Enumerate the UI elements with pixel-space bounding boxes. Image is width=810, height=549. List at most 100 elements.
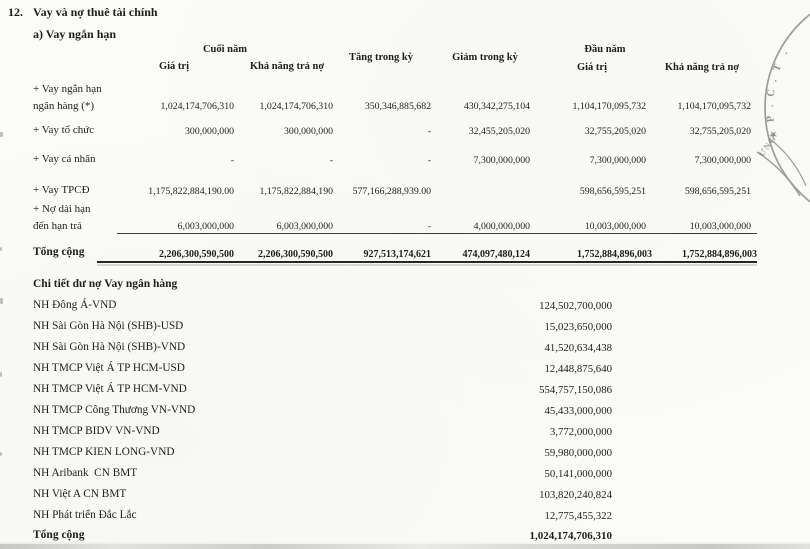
bank-list-item-name: NH TMCP BIDV VN-VND [33,425,160,437]
column-group-start-of-year: Đầu năm [584,44,626,55]
loan-row-label: + Vay tổ chức [33,124,95,136]
seal-ring-char: T [771,63,784,73]
loan-cell-value: 430,342,275,104 [463,101,530,112]
seal-inner-text: ƯNG [756,133,778,158]
loan-cell-value: - [427,221,431,232]
bank-total-label: Tổng cộng [33,529,85,541]
bank-detail-heading: Chi tiết dư nợ Vay ngân hàng [33,278,178,290]
loan-total-value: 2,206,300,590,500 [258,249,333,260]
loan-cell-value: 1,175,822,884,190.00 [148,186,234,197]
loan-cell-value: 7,300,000,000 [473,155,530,166]
scan-speck [0,298,3,304]
loan-cell-value: 1,024,174,706,310 [160,101,234,112]
column-header-capacity-start: Khả năng trả nợ [664,62,740,73]
bank-total-value: 1,024,174,706,310 [529,530,613,542]
bank-list-item-value: 554,757,150,086 [539,384,612,396]
loan-row-label: ngân hàng (*) [33,100,95,112]
column-header-decrease: Giảm trong kỳ [452,52,518,63]
seal-inner-ring [769,138,807,187]
loan-cell-value: 10,003,000,000 [689,221,751,232]
bank-list-item-value: 59,980,000,000 [544,447,612,459]
loan-row-label: + Vay TPCĐ [33,184,90,196]
scan-speck [0,372,2,377]
loan-total-value: 1,752,884,896,003 [682,249,757,260]
loan-cell-value: - [427,155,431,166]
loan-row-label: + Nợ dài hạn [33,203,91,215]
bank-list-item-value: 15,023,650,000 [544,321,612,333]
column-header-capacity-end: Khả năng trả nợ [249,61,325,72]
bank-list-item-name: NH Sài Gòn Hà Nội (SHB)-USD [33,320,184,332]
column-header-value-start: Giá trị [576,62,608,73]
bank-list-item-value: 103,820,240,824 [539,489,612,501]
bank-list-item-name: NH Việt A CN BMT [33,488,127,500]
loan-cell-value: 598,656,595,251 [579,186,646,197]
loan-cell-value: 32,755,205,020 [689,126,751,137]
loan-cell-value: 300,000,000 [284,126,333,137]
loan-cell-value: 598,656,595,251 [684,186,751,197]
loan-cell-value: 32,455,205,020 [468,126,530,137]
bank-list-item-name: NH Đông Á-VND [33,299,117,311]
seal-ring-char: . [765,104,776,107]
bank-list-item-name: NH TMCP Công Thương VN-VND [33,404,196,416]
seal-ring-char: . [768,77,779,83]
loan-total-label: Tổng cộng [33,246,85,258]
loan-cell-value: 1,024,174,706,310 [259,101,333,112]
loan-cell-value: - [230,155,234,166]
bank-list-item-value: 12,775,455,322 [544,510,612,522]
bank-list-item-value: 12,448,875,640 [544,363,612,375]
loan-cell-value: - [427,126,431,137]
column-header-value-end: Giá trị [158,61,190,72]
table-subtotal-rule [117,233,757,234]
table-total-rule [97,261,757,263]
loan-cell-value: 577,166,288,939.00 [352,186,431,197]
seal-outer-ring-echo [756,151,801,197]
loan-cell-value: 6,003,000,000 [276,221,333,232]
loan-cell-value: - [329,155,333,166]
loan-cell-value: 1,175,822,884,190 [259,186,333,197]
seal-ring-char: . [779,48,790,56]
loan-cell-value: 10,003,000,000 [584,221,646,232]
bank-list-item-name: NH TMCP Việt Á TP HCM-USD [33,362,185,374]
loan-cell-value: 1,104,170,095,732 [677,101,751,112]
scan-bottom-edge [0,544,810,549]
bank-list-item-value: 124,502,700,000 [539,300,612,312]
seal-ring-text: . T. C. P ★ [765,48,790,140]
loan-row-label: đến hạn trả [33,220,82,232]
column-group-end-of-year: Cuối năm [202,44,248,55]
seal-ring-char: C [766,89,778,98]
scan-speck [0,247,2,251]
loan-cell-value: 7,300,000,000 [694,155,751,166]
seal-ring-char: P [765,115,777,123]
loan-cell-value: 350,346,885,682 [364,101,431,112]
loan-cell-value: 300,000,000 [185,126,234,137]
loan-cell-value: 6,003,000,000 [177,221,234,232]
subsection-title: a) Vay ngắn hạn [33,27,117,41]
scan-speck [0,452,2,456]
loan-total-value: 2,206,300,590,500 [159,249,234,260]
bank-list-item-name: NH TMCP Việt Á TP HCM-VND [33,383,187,395]
loan-row-label: + Vay ngắn hạn [33,83,102,95]
loan-total-value: 474,097,480,124 [462,249,531,260]
loan-total-value: 927,513,174,621 [363,249,432,260]
loan-cell-value: 7,300,000,000 [589,155,646,166]
scan-bottom-shadow [0,542,810,544]
loan-row-label: + Vay cá nhân [33,153,96,165]
bank-list-item-name: NH Aribank CN BMT [33,467,138,479]
bank-list-item-value: 3,772,000,000 [549,426,612,438]
loan-cell-value: 32,755,205,020 [584,126,646,137]
section-title: Vay và nợ thuê tài chính [33,5,158,19]
bank-list-item-name: NH Phát triển Đắc Lắc [33,509,137,521]
bank-list-item-value: 41,520,634,438 [544,342,612,354]
column-header-increase: Tăng trong kỳ [349,52,413,63]
bank-list-item-name: NH Sài Gòn Hà Nội (SHB)-VND [33,341,186,353]
section-number: 12. [8,5,23,19]
loan-cell-value: 4,000,000,000 [473,221,530,232]
loan-cell-value: 1,104,170,095,732 [572,101,646,112]
bank-list-item-name: NH TMCP KIEN LONG-VND [33,446,175,458]
seal-ring-char: ★ [767,129,779,140]
bank-list-item-value: 45,433,000,000 [544,405,612,417]
scan-speck [0,132,3,137]
seal-outer-ring [764,13,810,203]
loan-total-value: 1,752,884,896,003 [577,249,652,260]
